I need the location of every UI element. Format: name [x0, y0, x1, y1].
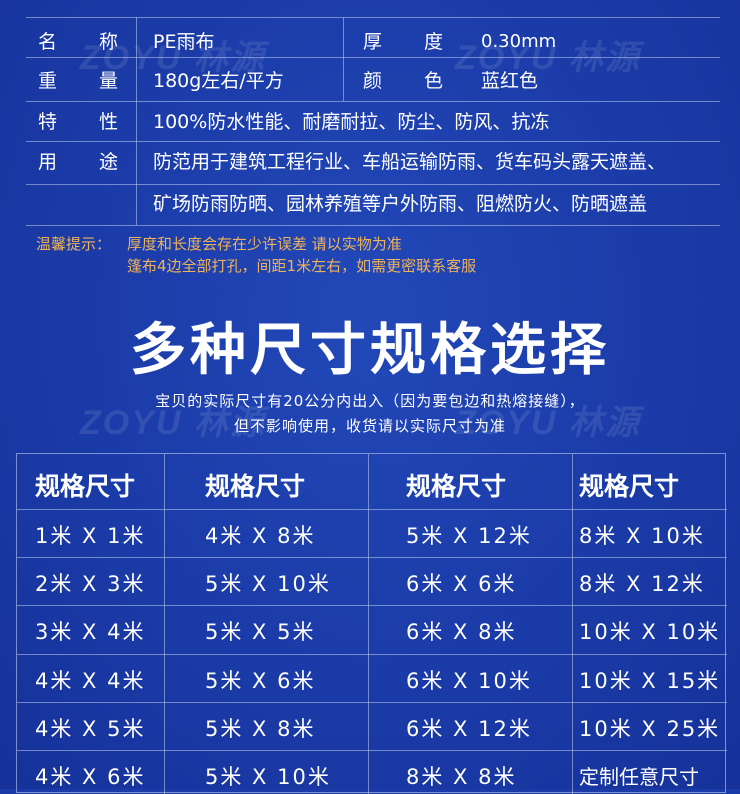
spec-label: 重	[38, 70, 58, 92]
spec-label: 性	[99, 111, 119, 133]
notice-label: 温馨提示：	[36, 235, 112, 253]
size-cell: 6米 X 10米	[406, 669, 532, 693]
spec-value: 180g左右/平方	[153, 70, 284, 92]
spec-label: 特	[38, 111, 58, 133]
size-table: 规格尺寸 规格尺寸 规格尺寸 规格尺寸 1米 X 1米 4米 X 8米 5米 X 12米 8米…	[16, 453, 727, 794]
size-cell: 定制任意尺寸	[579, 765, 699, 789]
spec-label: 色	[424, 70, 444, 92]
row-divider	[17, 557, 727, 558]
spec-value: 矿场防雨防晒、园林养殖等户外防雨、阻燃防火、防晒遮盖	[153, 193, 648, 215]
size-cell: 6米 X 6米	[406, 572, 517, 596]
row-divider	[17, 605, 727, 606]
spec-value: 蓝红色	[481, 70, 539, 92]
size-cell: 4米 X 5米	[35, 717, 146, 741]
spec-label: 称	[99, 31, 119, 53]
size-header: 规格尺寸	[406, 472, 507, 501]
watermark-logo: ZOYU 林源	[455, 39, 641, 77]
size-cell: 10米 X 15米	[579, 669, 721, 693]
spec-value: 100%防水性能、耐磨耐拉、防尘、防风、抗冻	[153, 111, 550, 133]
row-divider	[17, 509, 727, 510]
row-divider	[17, 702, 727, 703]
spec-value: 0.30mm	[481, 31, 557, 52]
column-divider	[368, 454, 369, 794]
section-subtitle: 但不影响使用，收货请以实际尺寸为准	[233, 417, 506, 435]
size-cell: 10米 X 10米	[579, 620, 721, 644]
size-cell: 5米 X 10米	[205, 765, 331, 789]
spec-label: 度	[424, 31, 444, 53]
size-cell: 5米 X 8米	[205, 717, 316, 741]
spec-label: 厚	[363, 31, 383, 53]
spec-label: 途	[99, 151, 119, 173]
size-cell: 8米 X 10米	[579, 524, 705, 548]
size-cell: 5米 X 10米	[205, 572, 331, 596]
row-divider	[17, 654, 727, 655]
spec-value: PE雨布	[153, 31, 215, 53]
size-cell: 8米 X 8米	[406, 765, 517, 789]
notice-line: 厚度和长度会存在少许误差 请以实物为准	[127, 235, 402, 253]
watermark-logo: ZOYU 林源	[80, 404, 266, 442]
spec-label: 名	[38, 31, 58, 53]
size-cell: 4米 X 6米	[35, 765, 146, 789]
size-cell: 2米 X 3米	[35, 572, 146, 596]
size-cell: 8米 X 12米	[579, 572, 705, 596]
size-cell: 6米 X 12米	[406, 717, 532, 741]
spec-value: 防范用于建筑工程行业、车船运输防雨、货车码头露天遮盖、	[153, 151, 667, 173]
size-header: 规格尺寸	[205, 472, 306, 501]
column-divider	[164, 454, 165, 794]
spec-label: 用	[38, 151, 58, 173]
size-cell: 3米 X 4米	[35, 620, 146, 644]
size-cell: 5米 X 5米	[205, 620, 316, 644]
watermark-logo: ZOYU 林源	[455, 404, 641, 442]
watermark-logo: ZOYU 林源	[80, 39, 266, 77]
section-subtitle: 宝贝的实际尺寸有20公分内出入（因为要包边和热熔接缝），	[155, 392, 585, 410]
size-cell: 4米 X 8米	[205, 524, 316, 548]
size-cell: 4米 X 4米	[35, 669, 146, 693]
section-title: 多种尺寸规格选择	[130, 318, 610, 383]
size-header: 规格尺寸	[579, 472, 680, 501]
size-cell: 5米 X 12米	[406, 524, 532, 548]
column-divider	[572, 454, 573, 794]
size-header: 规格尺寸	[35, 472, 136, 501]
size-cell: 10米 X 25米	[579, 717, 721, 741]
size-cell: 5米 X 6米	[205, 669, 316, 693]
size-cell: 6米 X 8米	[406, 620, 517, 644]
notice-line: 篷布4边全部打孔，间距1米左右，如需更密联系客服	[127, 257, 477, 275]
spec-label: 量	[99, 70, 119, 92]
size-cell: 1米 X 1米	[35, 524, 146, 548]
row-divider	[17, 750, 727, 751]
spec-label: 颜	[363, 70, 383, 92]
